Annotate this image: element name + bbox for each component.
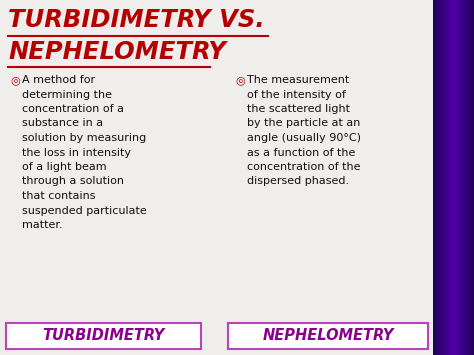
Text: the loss in intensity: the loss in intensity: [22, 147, 131, 158]
Bar: [450, 0, 451, 355]
Bar: [468, 0, 469, 355]
Bar: [444, 0, 445, 355]
Bar: [445, 0, 446, 355]
Bar: [455, 0, 456, 355]
Text: suspended particulate: suspended particulate: [22, 206, 147, 215]
Bar: [438, 0, 439, 355]
Bar: [452, 0, 453, 355]
Bar: [439, 0, 440, 355]
Bar: [443, 0, 444, 355]
Text: as a function of the: as a function of the: [247, 147, 356, 158]
Bar: [466, 0, 467, 355]
Bar: [457, 0, 458, 355]
Text: matter.: matter.: [22, 220, 63, 230]
Bar: [435, 0, 436, 355]
Bar: [467, 0, 468, 355]
Bar: [460, 0, 461, 355]
Text: by the particle at an: by the particle at an: [247, 119, 360, 129]
Bar: [463, 0, 464, 355]
Text: solution by measuring: solution by measuring: [22, 133, 146, 143]
Bar: [469, 0, 470, 355]
Bar: [454, 0, 455, 355]
Text: ◎: ◎: [10, 75, 20, 85]
Bar: [433, 0, 434, 355]
Text: TURBIDIMETRY VS.: TURBIDIMETRY VS.: [8, 8, 264, 32]
Bar: [453, 0, 454, 355]
Text: angle (usually 90°C): angle (usually 90°C): [247, 133, 361, 143]
Text: TURBIDIMETRY: TURBIDIMETRY: [42, 328, 164, 344]
Bar: [461, 0, 462, 355]
Bar: [470, 0, 471, 355]
Bar: [451, 0, 452, 355]
Bar: [464, 0, 465, 355]
Text: concentration of the: concentration of the: [247, 162, 361, 172]
Bar: [458, 0, 459, 355]
Bar: [441, 0, 442, 355]
Text: ◎: ◎: [235, 75, 245, 85]
Bar: [446, 0, 447, 355]
Bar: [448, 0, 449, 355]
Text: of a light beam: of a light beam: [22, 162, 107, 172]
Text: NEPHELOMETRY: NEPHELOMETRY: [8, 40, 226, 64]
FancyBboxPatch shape: [228, 323, 428, 349]
Bar: [471, 0, 472, 355]
Text: The measurement: The measurement: [247, 75, 349, 85]
Text: the scattered light: the scattered light: [247, 104, 350, 114]
Text: NEPHELOMETRY: NEPHELOMETRY: [262, 328, 394, 344]
Bar: [472, 0, 473, 355]
Text: determining the: determining the: [22, 89, 112, 99]
Bar: [436, 0, 437, 355]
Text: through a solution: through a solution: [22, 176, 124, 186]
FancyBboxPatch shape: [6, 323, 201, 349]
Text: concentration of a: concentration of a: [22, 104, 124, 114]
Bar: [440, 0, 441, 355]
Text: A method for: A method for: [22, 75, 95, 85]
Bar: [434, 0, 435, 355]
Bar: [447, 0, 448, 355]
Text: of the intensity of: of the intensity of: [247, 89, 346, 99]
Bar: [465, 0, 466, 355]
Text: dispersed phased.: dispersed phased.: [247, 176, 349, 186]
Bar: [456, 0, 457, 355]
Bar: [442, 0, 443, 355]
Text: that contains: that contains: [22, 191, 95, 201]
Bar: [449, 0, 450, 355]
Bar: [473, 0, 474, 355]
Text: substance in a: substance in a: [22, 119, 103, 129]
Bar: [462, 0, 463, 355]
Bar: [437, 0, 438, 355]
Bar: [459, 0, 460, 355]
